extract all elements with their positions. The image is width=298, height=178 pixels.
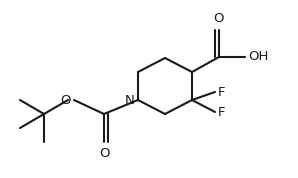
Text: F: F [218, 85, 226, 98]
Text: F: F [218, 106, 226, 119]
Text: N: N [125, 93, 135, 106]
Text: O: O [99, 147, 109, 160]
Text: OH: OH [248, 51, 268, 64]
Text: O: O [214, 12, 224, 25]
Text: O: O [60, 93, 71, 106]
